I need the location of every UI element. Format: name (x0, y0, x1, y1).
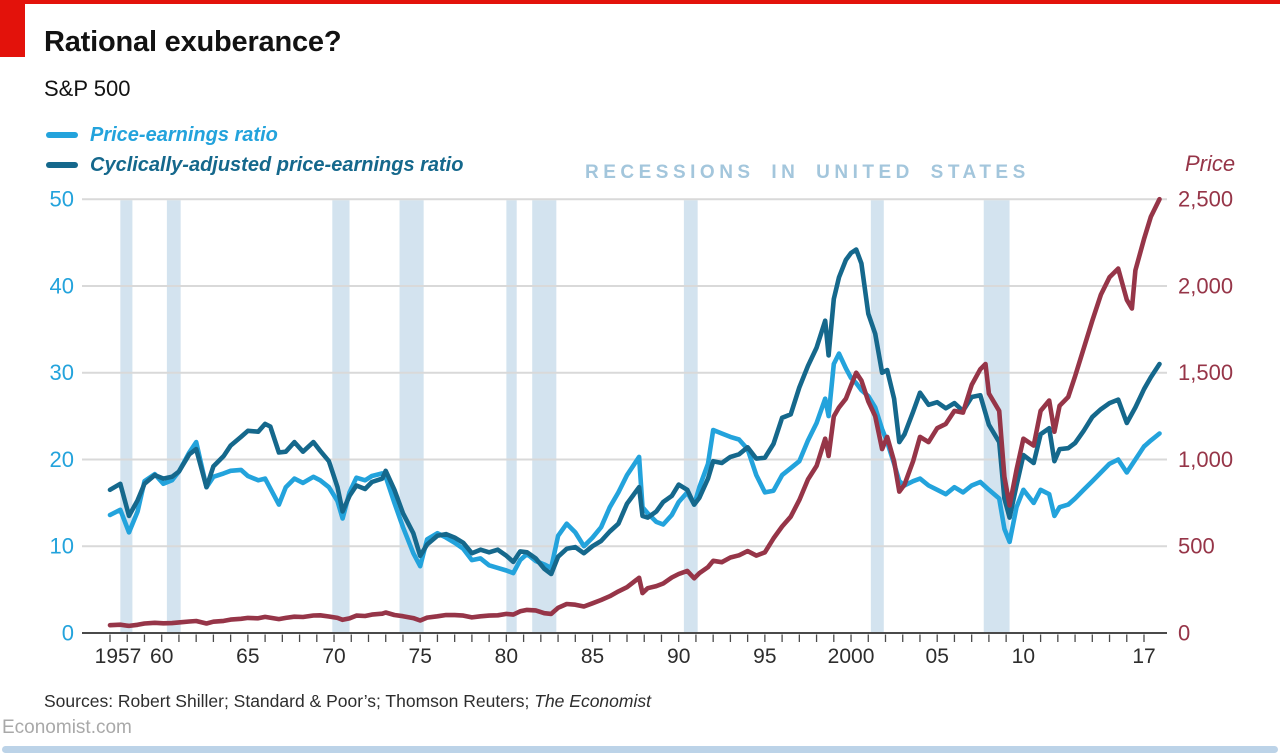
x-tick-label: 90 (667, 645, 690, 668)
legend: Price-earnings ratio Cyclically-adjusted… (46, 120, 463, 180)
x-tick-label: 70 (322, 645, 345, 668)
left-axis-tick-label: 40 (50, 273, 74, 298)
left-axis-tick-label: 10 (50, 534, 74, 559)
x-tick-label: 95 (753, 645, 776, 668)
sources-text: Sources: Robert Shiller; Standard & Poor… (44, 691, 535, 711)
right-axis-tick-label: 1,000 (1178, 447, 1233, 472)
x-tick-label: 10 (1012, 645, 1035, 668)
recession-band (166, 200, 181, 633)
right-axis-tick-label: 1,500 (1178, 360, 1233, 385)
sources-note: Sources: Robert Shiller; Standard & Poor… (44, 691, 651, 712)
economist-com-link[interactable]: Economist.com (2, 717, 132, 738)
x-tick-label: 60 (150, 645, 173, 668)
economist-red-tab (0, 0, 25, 57)
sources-italic: The Economist (534, 691, 651, 711)
recession-band (506, 200, 517, 633)
right-axis-tick-label: 2,000 (1178, 273, 1233, 298)
legend-item-price-earnings: Price-earnings ratio (46, 120, 463, 150)
x-tick-label: 2000 (828, 645, 875, 668)
cape-line-swatch (46, 162, 78, 168)
x-tick-label: 17 (1132, 645, 1155, 668)
left-axis-tick-label: 30 (50, 360, 74, 385)
chart-subtitle: S&P 500 (44, 76, 131, 101)
x-tick-label: 05 (926, 645, 949, 668)
recession-band (332, 200, 350, 633)
top-red-rule (0, 0, 1280, 4)
series-line-pe_blue (107, 351, 1162, 576)
legend-label-cape: Cyclically-adjusted price-earnings ratio (90, 153, 464, 176)
left-axis-tick-label: 50 (50, 187, 74, 212)
x-tick-label: 85 (581, 645, 604, 668)
price-axis-title: Price (1185, 151, 1236, 176)
left-axis-tick-label: 20 (50, 447, 74, 472)
legend-item-cape: Cyclically-adjusted price-earnings ratio (46, 150, 463, 180)
right-axis-tick-label: 2,500 (1178, 187, 1233, 212)
left-axis-tick-label: 0 (62, 621, 74, 646)
right-axis-tick-label: 0 (1178, 621, 1190, 646)
recessions-heading: RECESSIONS IN UNITED STATES (585, 162, 1030, 183)
series-line-cape_teal (107, 247, 1162, 577)
chart-title: Rational exuberance? (44, 26, 342, 58)
series-line-price_red (107, 196, 1162, 629)
x-tick-label: 65 (236, 645, 259, 668)
bottom-scroll-bar[interactable] (2, 746, 1278, 753)
recession-band (683, 200, 698, 633)
recession-band (120, 200, 133, 633)
x-tick-label: 1957 (95, 645, 142, 668)
x-tick-label: 75 (409, 645, 432, 668)
x-tick-label: 80 (495, 645, 518, 668)
right-axis-tick-label: 500 (1178, 534, 1215, 559)
legend-label-price-earnings: Price-earnings ratio (90, 123, 278, 146)
pe-line-swatch (46, 132, 78, 138)
